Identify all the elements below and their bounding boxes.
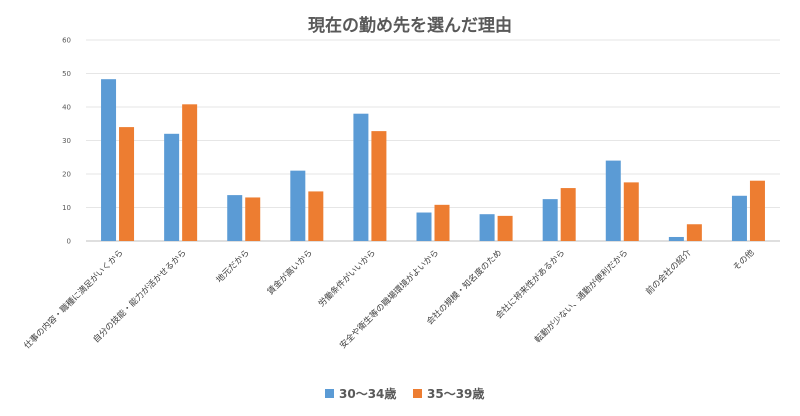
bar-series-2 [749, 180, 765, 241]
category-label: 労働条件がいいから [316, 247, 378, 309]
y-tick-label: 0 [67, 238, 71, 246]
y-tick-label: 40 [62, 104, 71, 112]
legend-label: 30〜34歳 [339, 386, 396, 401]
bar-series-1 [416, 212, 432, 241]
bar-series-2 [686, 224, 702, 241]
y-tick-label: 50 [62, 70, 71, 78]
legend-swatch [325, 389, 334, 398]
bar-series-1 [542, 199, 558, 241]
bar-series-1 [353, 113, 369, 241]
bar-series-2 [308, 191, 324, 241]
y-tick-label: 20 [62, 171, 71, 179]
bar-series-2 [371, 131, 387, 241]
legend: 30〜34歳 35〜39歳 [325, 386, 484, 401]
category-label: 仕事の内容・職種に満足がいくから [22, 247, 126, 351]
category-label: 会社に将来性があるから [493, 247, 567, 321]
y-tick-label: 10 [62, 204, 71, 212]
bar-series-1 [731, 195, 747, 241]
category-label: 安全や衛生等の職場環境がよいから [337, 247, 441, 351]
category-label: 地元だから [214, 247, 252, 285]
bar-series-2 [119, 127, 135, 241]
bar-series-1 [290, 170, 306, 241]
bar-series-1 [101, 79, 117, 241]
category-label: 前の会社の紹介 [644, 247, 694, 297]
legend-label: 35〜39歳 [427, 386, 484, 401]
y-tick-label: 60 [62, 37, 71, 45]
bar-series-2 [182, 104, 198, 241]
chart-title: 現在の勤め先を選んだ理由 [308, 15, 512, 36]
bar-series-1 [479, 214, 495, 241]
bar-series-2 [623, 182, 639, 241]
bar-series-2 [245, 197, 261, 241]
bar-series-2 [434, 204, 450, 241]
bar-series-1 [164, 133, 180, 241]
legend-swatch [413, 389, 422, 398]
category-label: 賃金が高いから [265, 247, 315, 297]
y-tick-label: 30 [62, 137, 71, 145]
bar-series-1 [227, 195, 243, 241]
bar-series-2 [560, 188, 576, 241]
bar-series-1 [668, 236, 684, 241]
bar-series-2 [497, 215, 513, 241]
bar-series-1 [605, 160, 621, 241]
category-label: その他 [731, 247, 757, 273]
